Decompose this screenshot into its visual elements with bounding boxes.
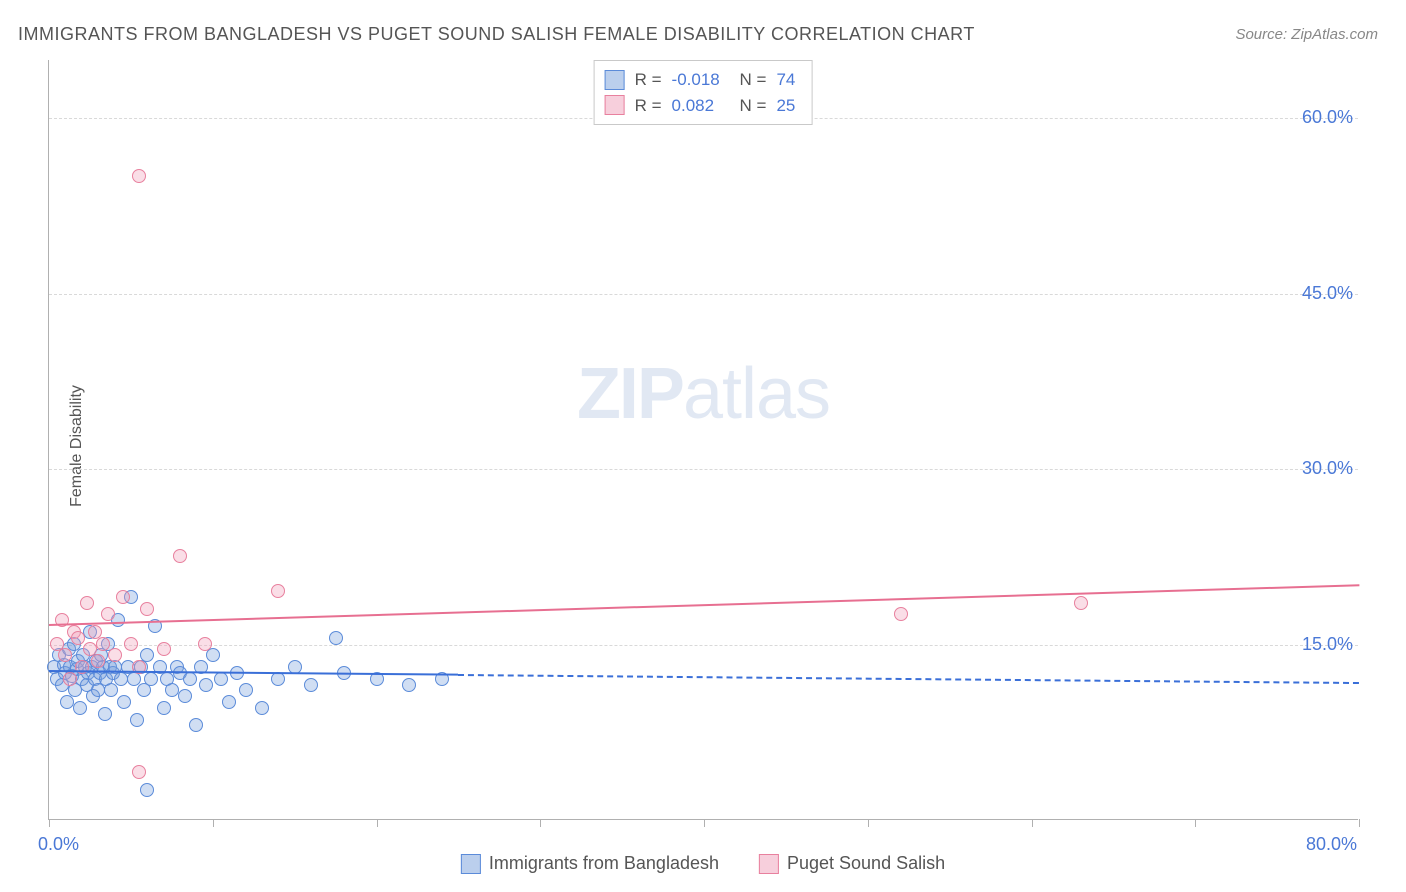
legend-item: Immigrants from Bangladesh xyxy=(461,853,719,874)
scatter-point xyxy=(58,648,72,662)
y-tick-label: 45.0% xyxy=(1302,283,1353,304)
x-tick xyxy=(49,819,50,827)
series-legend: Immigrants from Bangladesh Puget Sound Sa… xyxy=(461,853,945,874)
scatter-point xyxy=(198,637,212,651)
scatter-point xyxy=(96,637,110,651)
r-value: 0.082 xyxy=(672,93,730,119)
x-tick xyxy=(1195,819,1196,827)
x-tick xyxy=(868,819,869,827)
plot-area: ZIPatlas xyxy=(48,60,1358,820)
scatter-point xyxy=(165,683,179,697)
n-label: N = xyxy=(740,93,767,119)
scatter-point xyxy=(80,596,94,610)
scatter-point xyxy=(117,695,131,709)
scatter-point xyxy=(178,689,192,703)
scatter-point xyxy=(101,607,115,621)
watermark: ZIPatlas xyxy=(577,353,830,435)
n-label: N = xyxy=(740,67,767,93)
scatter-point xyxy=(173,549,187,563)
legend-label: Puget Sound Salish xyxy=(787,853,945,874)
y-tick-label: 15.0% xyxy=(1302,634,1353,655)
scatter-point xyxy=(214,672,228,686)
scatter-point xyxy=(222,695,236,709)
scatter-point xyxy=(183,672,197,686)
scatter-point xyxy=(116,590,130,604)
r-value: -0.018 xyxy=(672,67,730,93)
n-value: 74 xyxy=(776,67,795,93)
n-value: 25 xyxy=(776,93,795,119)
scatter-point xyxy=(108,648,122,662)
scatter-point xyxy=(1074,596,1088,610)
legend-swatch xyxy=(605,70,625,90)
gridline-h xyxy=(49,294,1358,295)
chart-title: IMMIGRANTS FROM BANGLADESH VS PUGET SOUN… xyxy=(18,24,975,45)
scatter-point xyxy=(402,678,416,692)
scatter-point xyxy=(157,701,171,715)
scatter-point xyxy=(132,765,146,779)
scatter-point xyxy=(206,648,220,662)
scatter-point xyxy=(304,678,318,692)
scatter-point xyxy=(104,683,118,697)
legend-item: Puget Sound Salish xyxy=(759,853,945,874)
scatter-point xyxy=(329,631,343,645)
scatter-point xyxy=(894,607,908,621)
scatter-point xyxy=(130,713,144,727)
x-tick xyxy=(1359,819,1360,827)
x-tick xyxy=(704,819,705,827)
scatter-point xyxy=(144,672,158,686)
scatter-point xyxy=(63,672,77,686)
x-tick xyxy=(213,819,214,827)
scatter-point xyxy=(140,783,154,797)
scatter-point xyxy=(124,637,138,651)
scatter-point xyxy=(98,707,112,721)
scatter-point xyxy=(239,683,253,697)
scatter-point xyxy=(71,631,85,645)
x-origin-label: 0.0% xyxy=(38,834,79,855)
y-tick-label: 60.0% xyxy=(1302,107,1353,128)
scatter-point xyxy=(140,602,154,616)
x-tick xyxy=(377,819,378,827)
scatter-point xyxy=(60,695,74,709)
scatter-point xyxy=(91,654,105,668)
y-tick-label: 30.0% xyxy=(1302,458,1353,479)
scatter-point xyxy=(91,683,105,697)
trend-line xyxy=(458,674,1359,684)
legend-swatch xyxy=(461,854,481,874)
gridline-h xyxy=(49,469,1358,470)
x-tick xyxy=(1032,819,1033,827)
scatter-point xyxy=(157,642,171,656)
scatter-point xyxy=(271,584,285,598)
r-label: R = xyxy=(635,93,662,119)
scatter-point xyxy=(189,718,203,732)
gridline-h xyxy=(49,645,1358,646)
source-attribution: Source: ZipAtlas.com xyxy=(1235,26,1378,43)
correlation-legend: R = -0.018 N = 74 R = 0.082 N = 25 xyxy=(594,60,813,125)
corr-legend-row: R = 0.082 N = 25 xyxy=(605,93,796,119)
legend-swatch xyxy=(759,854,779,874)
x-tick xyxy=(540,819,541,827)
legend-swatch xyxy=(605,95,625,115)
scatter-point xyxy=(255,701,269,715)
x-max-label: 80.0% xyxy=(1306,834,1357,855)
scatter-point xyxy=(199,678,213,692)
legend-label: Immigrants from Bangladesh xyxy=(489,853,719,874)
corr-legend-row: R = -0.018 N = 74 xyxy=(605,67,796,93)
trend-line xyxy=(49,584,1359,626)
r-label: R = xyxy=(635,67,662,93)
scatter-point xyxy=(73,701,87,715)
scatter-point xyxy=(132,169,146,183)
